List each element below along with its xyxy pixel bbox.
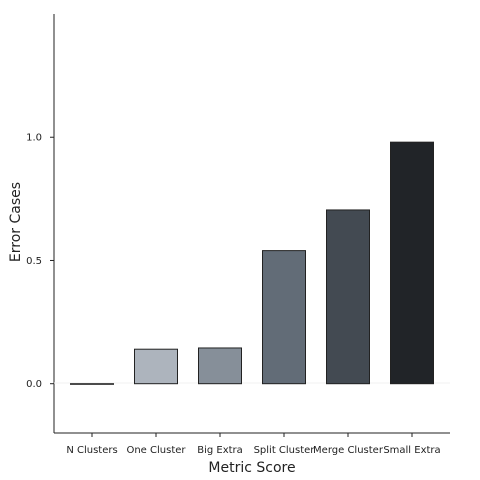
y-tick-label: 1.0 xyxy=(26,133,42,144)
bar-one-cluster xyxy=(134,348,178,385)
x-tick-label: N Clusters xyxy=(66,445,117,456)
x-tick-label: Small Extra xyxy=(383,445,440,456)
y-tick-label: 0.0 xyxy=(26,379,42,390)
x-tick-label: Big Extra xyxy=(197,445,243,456)
x-ticks: N Clusters One Cluster Big Extra Split Clus… xyxy=(66,433,441,456)
y-axis-title: Error Cases xyxy=(8,182,24,262)
y-ticks: 0.0 0.5 1.0 xyxy=(26,133,54,390)
y-tick-label: 0.5 xyxy=(26,256,42,267)
bar-big-extra xyxy=(198,347,242,385)
x-axis-title: Metric Score xyxy=(208,460,295,476)
x-tick-label: Merge Cluster xyxy=(313,445,384,456)
bar-n-clusters xyxy=(70,383,114,385)
bar-small-extra xyxy=(390,141,434,385)
bar-split-cluster xyxy=(262,250,306,385)
x-tick-label: Split Cluster xyxy=(254,445,316,456)
x-tick-label: One Cluster xyxy=(126,445,186,456)
bar-merge-cluster xyxy=(326,209,370,385)
bars xyxy=(70,141,434,385)
